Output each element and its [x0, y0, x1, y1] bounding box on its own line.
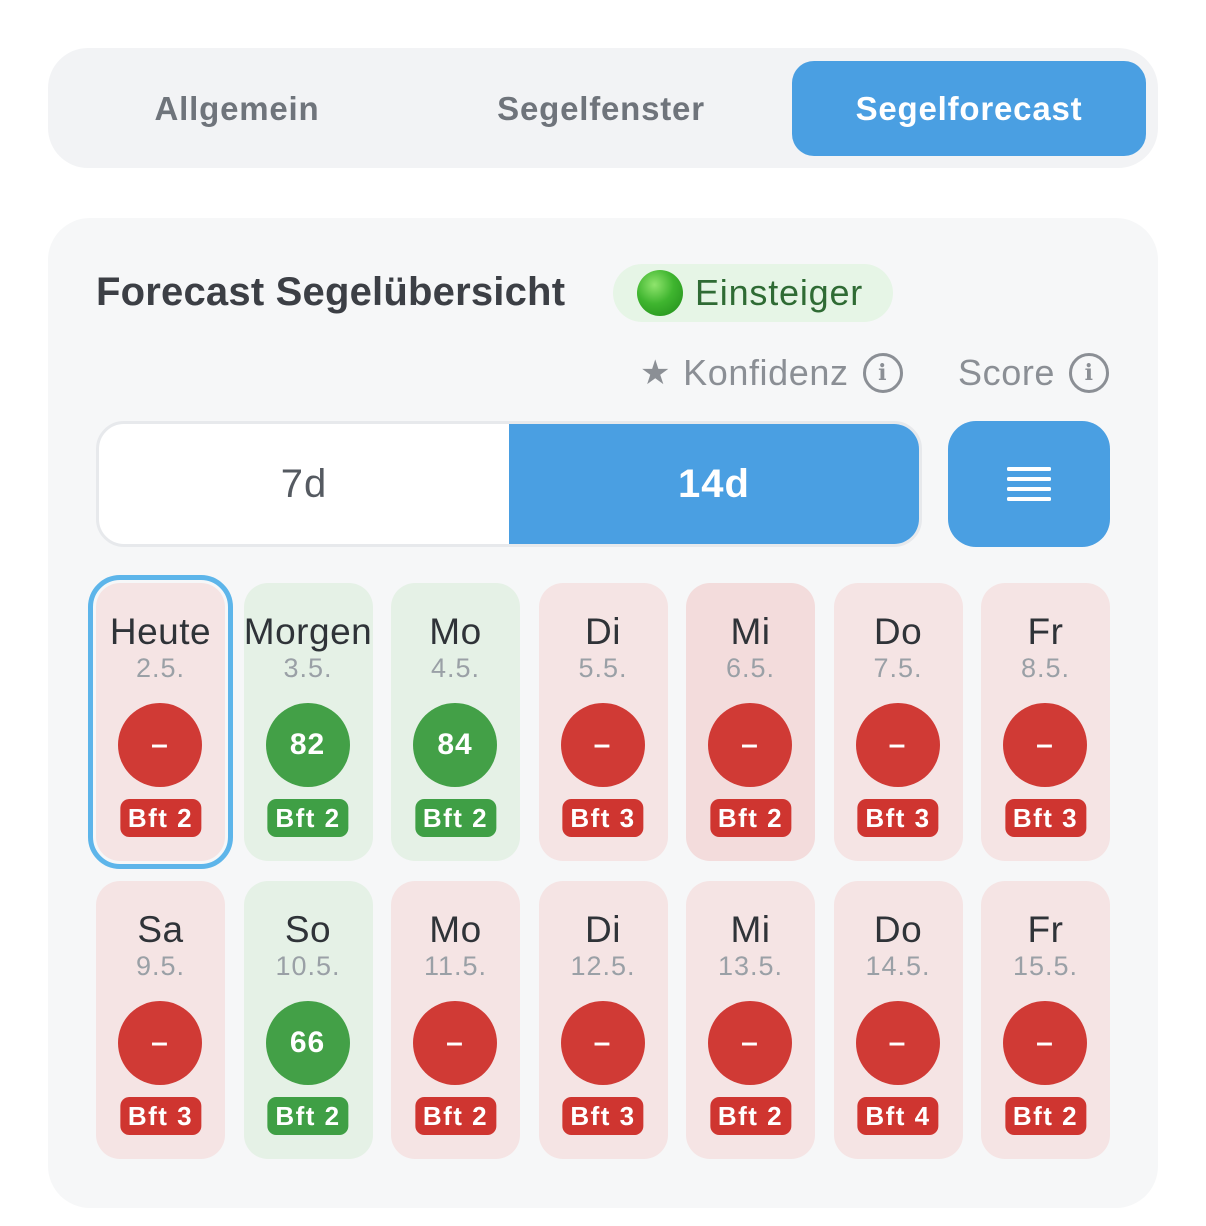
- day-tile[interactable]: Mo 11.5. – Bft 2: [391, 881, 520, 1159]
- day-date: 5.5.: [578, 653, 628, 683]
- beaufort-badge: Bft 3: [119, 1097, 202, 1135]
- beaufort-badge: Bft 2: [1004, 1097, 1087, 1135]
- score-circle: –: [413, 1001, 497, 1085]
- level-badge: Einsteiger: [613, 264, 893, 322]
- range-7d-button[interactable]: 7d: [280, 461, 328, 506]
- day-tile[interactable]: Morgen 3.5. 82 Bft 2: [243, 583, 373, 861]
- day-name: Do: [873, 611, 923, 652]
- day-name: Di: [585, 611, 621, 652]
- day-date: 4.5.: [430, 653, 481, 683]
- beaufort-badge: Bft 2: [414, 799, 497, 837]
- tab-segelforecast[interactable]: Segelforecast: [792, 61, 1146, 156]
- score-circle: –: [708, 1001, 792, 1085]
- day-name: Mi: [730, 611, 771, 652]
- day-name: Do: [873, 909, 923, 950]
- day-tile[interactable]: Di 5.5. – Bft 3: [538, 583, 668, 861]
- day-tile[interactable]: Fr 15.5. – Bft 2: [981, 881, 1110, 1159]
- score-circle: –: [1003, 703, 1087, 787]
- day-date: 6.5.: [725, 653, 776, 683]
- score-circle: –: [855, 1001, 940, 1085]
- score-legend: Score i: [958, 348, 1110, 398]
- day-date: 13.5.: [717, 951, 784, 981]
- beaufort-badge: Bft 3: [562, 1097, 644, 1135]
- day-tile[interactable]: Mo 4.5. 84 Bft 2: [391, 583, 520, 861]
- day-name: Mo: [429, 611, 482, 652]
- beaufort-badge: Bft 3: [1004, 799, 1087, 837]
- day-tile[interactable]: Mi 6.5. – Bft 2: [686, 583, 815, 861]
- score-circle: –: [560, 1001, 645, 1085]
- day-tile[interactable]: Fr 8.5. – Bft 3: [981, 583, 1110, 861]
- day-date: 2.5.: [135, 653, 186, 683]
- list-view-button[interactable]: [948, 421, 1110, 547]
- day-name: Morgen: [243, 611, 373, 652]
- score-circle: –: [708, 703, 792, 787]
- confidence-label: Konfidenz: [683, 352, 849, 393]
- beaufort-badge: Bft 3: [857, 799, 939, 837]
- beaufort-badge: Bft 3: [562, 799, 644, 837]
- day-date: 7.5.: [873, 653, 923, 683]
- beaufort-badge: Bft 2: [267, 799, 349, 837]
- beaufort-badge: Bft 2: [709, 1097, 792, 1135]
- day-tile[interactable]: Do 14.5. – Bft 4: [833, 881, 963, 1159]
- day-grid: Heute 2.5. – Bft 2 Morgen 3.5. 82 Bft 2 Mo 4.5. 84…: [88, 575, 1110, 1159]
- day-tile[interactable]: Sa 9.5. – Bft 3: [96, 881, 225, 1159]
- score-circle: –: [855, 703, 940, 787]
- score-circle: –: [560, 703, 645, 787]
- card-title: Forecast Segelübersicht: [96, 270, 566, 314]
- list-icon: [1007, 467, 1051, 501]
- score-circle: –: [118, 1001, 202, 1085]
- confidence-legend: ★ Konfidenz i: [640, 348, 903, 398]
- day-name: Heute: [109, 611, 212, 652]
- day-tile[interactable]: Di 12.5. – Bft 3: [538, 881, 668, 1159]
- range-14d-button[interactable]: 14d: [509, 424, 919, 544]
- day-name: Mo: [429, 909, 482, 950]
- day-name: So: [284, 909, 332, 950]
- forecast-card: Forecast Segelübersicht Einsteiger ★ Kon…: [48, 218, 1158, 1208]
- level-label: Einsteiger: [695, 272, 864, 313]
- day-tile[interactable]: Mi 13.5. – Bft 2: [686, 881, 815, 1159]
- day-date: 3.5.: [283, 653, 333, 683]
- day-date: 10.5.: [275, 951, 341, 981]
- beaufort-badge: Bft 2: [119, 799, 202, 837]
- day-tile[interactable]: Do 7.5. – Bft 3: [833, 583, 963, 861]
- tab-allgemein[interactable]: Allgemein: [154, 89, 320, 127]
- beaufort-badge: Bft 2: [414, 1097, 497, 1135]
- day-name: Mi: [730, 909, 771, 950]
- tab-segelfenster[interactable]: Segelfenster: [497, 89, 705, 127]
- info-icon[interactable]: i: [862, 353, 903, 393]
- range-segmented-control: 7d 14d: [96, 421, 922, 547]
- beaufort-badge: Bft 2: [267, 1097, 349, 1135]
- main-tab-bar: Allgemein Segelfenster Segelforecast: [48, 48, 1158, 168]
- beaufort-badge: Bft 2: [709, 799, 792, 837]
- day-tile[interactable]: Heute 2.5. – Bft 2: [88, 575, 233, 869]
- day-name: Fr: [1027, 909, 1064, 950]
- day-date: 11.5.: [423, 951, 488, 981]
- score-label: Score: [958, 352, 1056, 393]
- day-date: 9.5.: [135, 951, 186, 981]
- info-icon[interactable]: i: [1069, 353, 1110, 393]
- day-date: 15.5.: [1012, 951, 1079, 981]
- day-name: Di: [585, 909, 621, 950]
- green-circle-icon: [637, 270, 683, 316]
- day-date: 8.5.: [1020, 653, 1071, 683]
- star-icon: ★: [640, 354, 672, 392]
- day-name: Sa: [137, 909, 184, 950]
- score-circle: –: [1003, 1001, 1087, 1085]
- score-circle: 66: [265, 1001, 350, 1085]
- beaufort-badge: Bft 4: [857, 1097, 939, 1135]
- score-circle: 82: [265, 703, 350, 787]
- score-circle: –: [118, 703, 202, 787]
- score-circle: 84: [413, 703, 497, 787]
- day-tile[interactable]: So 10.5. 66 Bft 2: [243, 881, 373, 1159]
- day-date: 12.5.: [570, 951, 636, 981]
- day-name: Fr: [1027, 611, 1064, 652]
- day-date: 14.5.: [865, 951, 931, 981]
